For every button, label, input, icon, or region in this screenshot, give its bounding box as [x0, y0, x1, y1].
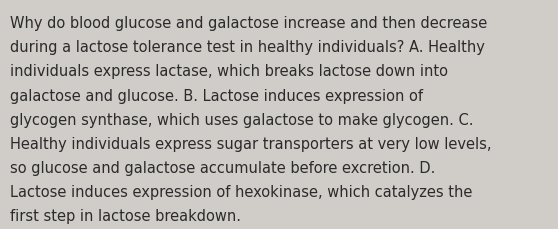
- Text: Why do blood glucose and galactose increase and then decrease: Why do blood glucose and galactose incre…: [10, 16, 487, 31]
- Text: Lactose induces expression of hexokinase, which catalyzes the: Lactose induces expression of hexokinase…: [10, 184, 473, 199]
- Text: first step in lactose breakdown.: first step in lactose breakdown.: [10, 208, 241, 223]
- Text: galactose and glucose. B. Lactose induces expression of: galactose and glucose. B. Lactose induce…: [10, 88, 423, 103]
- Text: during a lactose tolerance test in healthy individuals? A. Healthy: during a lactose tolerance test in healt…: [10, 40, 485, 55]
- Text: glycogen synthase, which uses galactose to make glycogen. C.: glycogen synthase, which uses galactose …: [10, 112, 474, 127]
- Text: so glucose and galactose accumulate before excretion. D.: so glucose and galactose accumulate befo…: [10, 160, 435, 175]
- Text: individuals express lactase, which breaks lactose down into: individuals express lactase, which break…: [10, 64, 448, 79]
- Text: Healthy individuals express sugar transporters at very low levels,: Healthy individuals express sugar transp…: [10, 136, 492, 151]
